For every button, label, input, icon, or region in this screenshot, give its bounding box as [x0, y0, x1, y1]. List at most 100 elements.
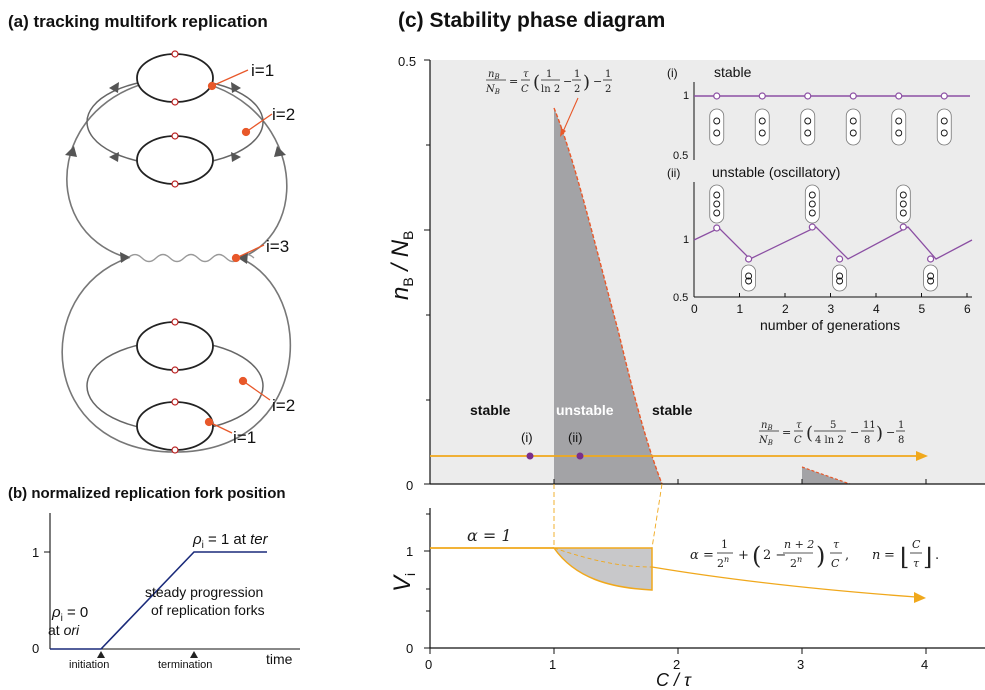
svg-text:=: = [509, 75, 518, 88]
svg-text:(: ( [533, 72, 540, 93]
inset-oscillation-point [835, 255, 844, 263]
inset-oscillation-point [808, 223, 816, 231]
svg-text:+: + [738, 548, 749, 563]
svg-text:C: C [831, 557, 840, 570]
svg-text:C: C [521, 84, 529, 95]
top-ytick-0: 0 [406, 478, 413, 493]
inset-stable-point [849, 92, 857, 100]
region-label-unstable: unstable [556, 402, 614, 418]
inset-cell [800, 108, 816, 146]
inset-i-ytick-1: 1 [683, 90, 689, 102]
panel-c-title: (c) Stability phase diagram [398, 9, 665, 32]
bottom-y-axis-label: Vi [389, 573, 418, 592]
fork-label-i1-top: i=1 [251, 61, 274, 80]
inset-cell [754, 108, 770, 146]
bottom-ytick-0: 0 [406, 641, 413, 656]
boundary-equation-top: nB NB = τ C ( 1 ln 2 − 1 2 ) − 1 2 [485, 69, 612, 137]
region-label-stable-left: stable [470, 402, 511, 418]
top-y-axis-label: nB / NB [387, 231, 416, 300]
rho-end-label: ρi = 1 at ter [192, 531, 269, 551]
svg-text:8: 8 [864, 435, 870, 446]
xtick-0: 0 [425, 657, 432, 672]
xtick-2: 2 [673, 657, 680, 672]
svg-text:ln 2: ln 2 [541, 84, 560, 95]
inset-cell [936, 108, 952, 146]
svg-text:n + 2: n + 2 [784, 538, 814, 551]
inset-oscillation-point [744, 255, 753, 263]
inset-cell [709, 184, 725, 224]
inset-xtick: 6 [964, 302, 971, 316]
inset-stable-point [895, 92, 903, 100]
initiation-marker [97, 651, 105, 658]
x-label-termination: termination [158, 659, 212, 671]
svg-text:⌊: ⌊ [900, 543, 909, 571]
inset-oscillation-point [926, 255, 935, 263]
svg-text:C: C [794, 435, 802, 446]
fork-label-i2-bottom: i=2 [272, 396, 295, 415]
velocity-tail [651, 566, 917, 598]
svg-text:11: 11 [863, 420, 876, 431]
fork-label-i3: i=3 [266, 237, 289, 256]
lower-inner-ring-2 [136, 401, 214, 451]
fork-markers [204, 69, 273, 434]
upper-inner-ring-1 [136, 53, 214, 103]
fork-position-curve [50, 551, 267, 650]
svg-text:): ) [816, 542, 825, 570]
svg-text:−: − [563, 75, 572, 88]
svg-text:,: , [845, 548, 849, 563]
inset-oscillation-point [713, 224, 721, 232]
bottom-x-ticks [429, 479, 927, 654]
svg-text:=: = [884, 548, 895, 563]
svg-text:=: = [782, 426, 791, 439]
svg-text:2n: 2n [717, 555, 729, 570]
rho-start-label: ρi = 0 [51, 604, 88, 624]
boundary-equation-bottom: nB NB = τ C ( 5 4 ln 2 − 11 8 ) − 1 8 [758, 420, 905, 447]
top-ytick-05: 0.5 [398, 54, 416, 69]
svg-text:1: 1 [721, 538, 728, 551]
inset-stable-cells [709, 92, 952, 146]
svg-text:τ: τ [523, 69, 529, 80]
steady-progression-line1: steady progression [145, 584, 263, 600]
velocity-tail-arrow [914, 592, 926, 603]
inset-cell [845, 108, 861, 146]
origin-markers [171, 50, 179, 454]
svg-text:C: C [912, 538, 921, 551]
rho-start-at-ori: at ori [48, 622, 80, 638]
svg-text:2 −: 2 − [763, 548, 786, 563]
inset-xtick: 5 [919, 302, 926, 316]
termination-marker [190, 651, 198, 658]
inset-label-stable: stable [714, 64, 752, 80]
svg-text:4 ln 2: 4 ln 2 [815, 435, 844, 446]
inset-xtick: 3 [828, 302, 835, 316]
inset-i-ytick-05: 0.5 [673, 150, 688, 162]
region-label-stable-right: stable [652, 402, 693, 418]
inset-x-label: number of generations [760, 317, 900, 333]
x-label-time: time [266, 651, 293, 667]
xtick-3: 3 [797, 657, 804, 672]
svg-text:−: − [593, 75, 602, 88]
connector-right [651, 483, 663, 549]
stability-boundary-curve [553, 107, 663, 485]
svg-text:1: 1 [574, 69, 580, 80]
inset-cell [804, 184, 820, 224]
svg-text:1: 1 [546, 69, 552, 80]
point-i-label: (i) [521, 430, 533, 445]
velocity-shaded-region [552, 547, 653, 591]
svg-text:−: − [886, 426, 895, 439]
svg-text:2n: 2n [790, 555, 802, 570]
inset-xtick: 0 [691, 302, 698, 316]
fork-direction-arrows [65, 82, 286, 264]
svg-text:⌋: ⌋ [923, 543, 932, 571]
inset-cell [891, 108, 907, 146]
inset-oscillation-cells [709, 184, 938, 292]
svg-text:5: 5 [830, 420, 836, 431]
inset-label-ii: (ii) [667, 166, 680, 180]
svg-text:=: = [703, 548, 714, 563]
svg-text:(: ( [752, 542, 761, 570]
x-label-initiation: initiation [69, 659, 109, 671]
x-axis-label: C / τ [656, 670, 692, 690]
svg-text:nB: nB [488, 69, 500, 81]
bottom-ytick-1: 1 [406, 544, 413, 559]
svg-text:1: 1 [898, 420, 904, 431]
